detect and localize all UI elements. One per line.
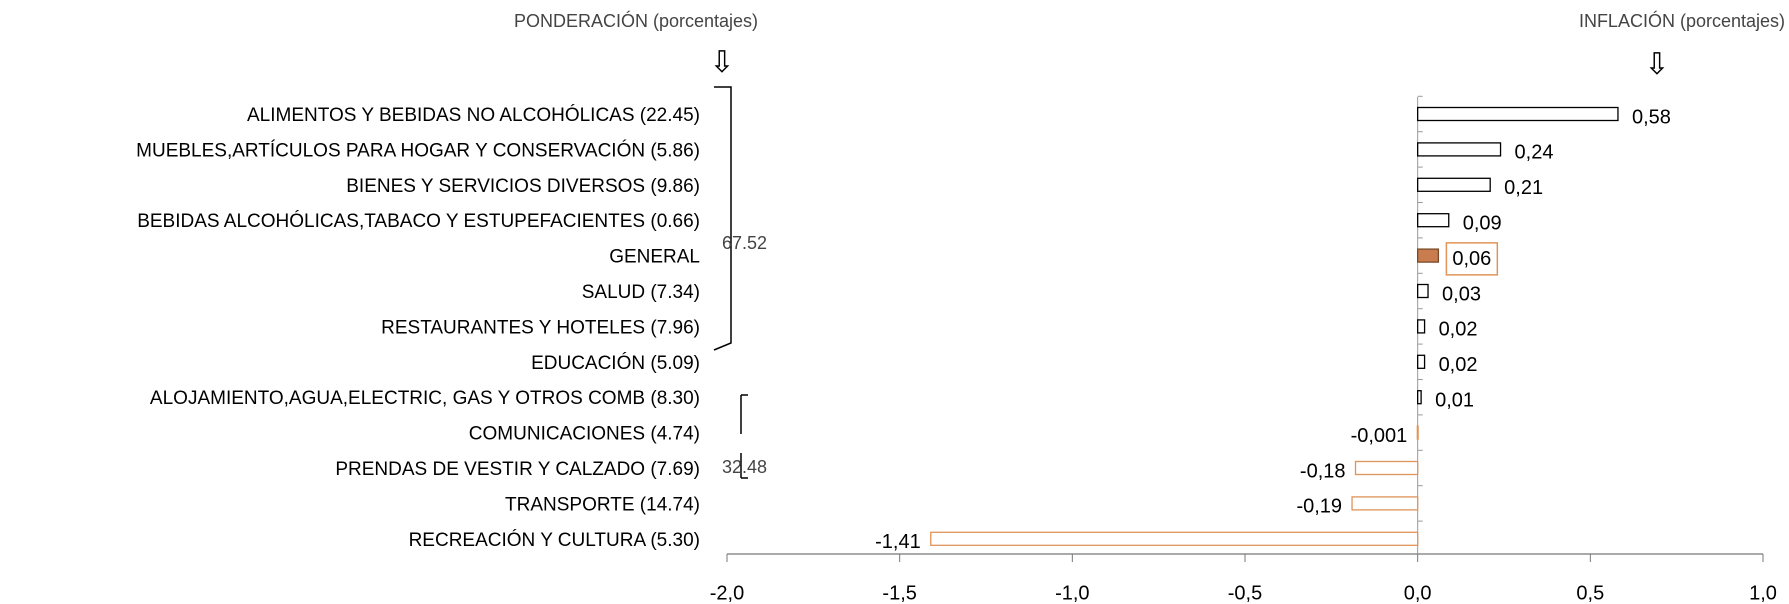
x-tick-label: 0,0: [1404, 582, 1432, 604]
category-label: SALUD (7.34): [582, 282, 700, 303]
category-label: BIENES Y SERVICIOS DIVERSOS (9.86): [346, 176, 700, 197]
bar: [1417, 354, 1426, 369]
value-label: -0,19: [1296, 496, 1342, 518]
bar: [1417, 248, 1440, 263]
left-header: PONDERACIÓN (porcentajes): [514, 10, 758, 31]
bar: [930, 531, 1419, 546]
down-arrow: ⇩: [1644, 48, 1669, 81]
category-label: ALOJAMIENTO,AGUA,ELECTRIC, GAS Y OTROS C…: [150, 388, 700, 409]
x-tick-label: -1,0: [1055, 582, 1089, 604]
category-label: RESTAURANTES Y HOTELES (7.96): [381, 317, 700, 338]
category-label: MUEBLES,ARTÍCULOS PARA HOGAR Y CONSERVAC…: [136, 139, 700, 161]
category-label: TRANSPORTE (14.74): [505, 494, 700, 515]
value-label-box: [1445, 242, 1499, 276]
bar: [1417, 213, 1450, 228]
down-arrow: ⇩: [709, 46, 734, 79]
category-label: BEBIDAS ALCOHÓLICAS,TABACO Y ESTUPEFACIE…: [137, 210, 700, 232]
bar: [1417, 319, 1426, 334]
category-label: PRENDAS DE VESTIR Y CALZADO (7.69): [335, 459, 700, 480]
bracket: [713, 86, 732, 351]
x-tick-label: 0,5: [1576, 582, 1604, 604]
value-label: 0,02: [1439, 319, 1478, 341]
value-label: 0,03: [1442, 283, 1481, 305]
category-label: COMUNICACIONES (4.74): [469, 424, 700, 445]
value-label: 0,06: [1452, 248, 1491, 270]
category-label: ALIMENTOS Y BEBIDAS NO ALCOHÓLICAS (22.4…: [247, 104, 700, 126]
value-label: -0,001: [1351, 425, 1408, 447]
x-tick-label: -1,5: [882, 582, 916, 604]
group-weight: 67.52: [722, 233, 767, 253]
bar: [1417, 142, 1502, 157]
bar: [1417, 390, 1422, 405]
value-label: -0,18: [1300, 460, 1346, 482]
category-label: GENERAL: [609, 247, 700, 268]
value-label: 0,58: [1632, 106, 1671, 128]
bar: [1354, 460, 1419, 476]
x-tick-label: 1,0: [1749, 582, 1777, 604]
value-label: -1,41: [875, 531, 921, 553]
group-weight: 32.48: [722, 457, 767, 477]
value-label: 0,01: [1435, 389, 1474, 411]
value-label: 0,09: [1463, 212, 1502, 234]
value-label: 0,21: [1504, 177, 1543, 199]
value-label: 0,02: [1439, 354, 1478, 376]
bar: [1417, 106, 1619, 122]
category-label: RECREACIÓN Y CULTURA (5.30): [409, 529, 700, 551]
value-label: 0,24: [1515, 142, 1554, 164]
x-tick-label: -0,5: [1228, 582, 1262, 604]
category-label: EDUCACIÓN (5.09): [531, 352, 700, 374]
x-tick-label: -2,0: [710, 582, 744, 604]
bar: [1416, 425, 1419, 440]
bar: [1351, 496, 1419, 511]
bar: [1417, 177, 1491, 192]
right-header: INFLACIÓN (porcentajes): [1579, 10, 1785, 31]
bracket-end: [741, 394, 748, 479]
bar: [1417, 283, 1429, 299]
